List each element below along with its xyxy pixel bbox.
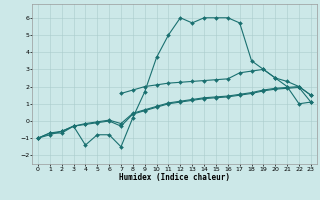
- X-axis label: Humidex (Indice chaleur): Humidex (Indice chaleur): [119, 173, 230, 182]
